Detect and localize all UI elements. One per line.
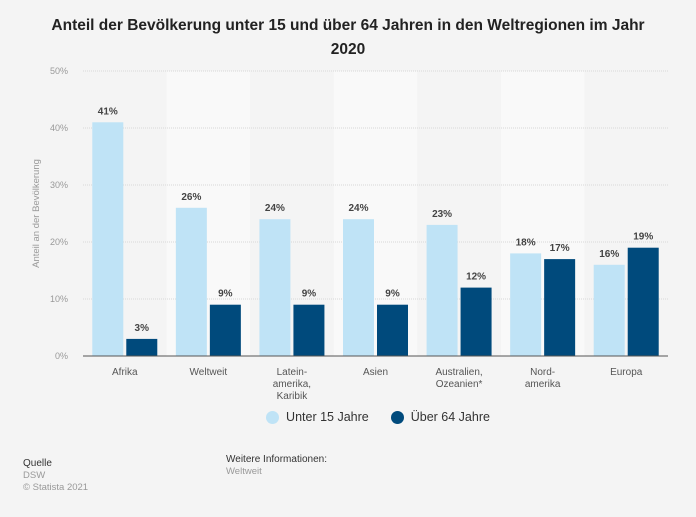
legend-swatch-under-15 bbox=[266, 410, 280, 424]
y-tick-label: 40% bbox=[50, 123, 68, 133]
data-label: 41% bbox=[98, 106, 118, 117]
bar-under-15 bbox=[175, 207, 207, 356]
y-tick-label: 10% bbox=[50, 294, 68, 304]
x-tick-label: Latein-amerika, Karibik bbox=[273, 367, 311, 402]
x-tick-label: Australien, Ozeanien* bbox=[435, 367, 482, 390]
bar-chart: 0% 10% 20% 30% 40% 50% Anteil an der Bevölkeru… bbox=[31, 66, 668, 402]
y-axis-label: Anteil an der Bevölkerung bbox=[31, 159, 42, 268]
x-tick-label-line: Asien bbox=[363, 367, 388, 378]
x-tick-label-line: Weltweit bbox=[190, 367, 228, 378]
legend: Unter 15 Jahre Über 64 Jahre bbox=[0, 410, 696, 424]
data-label: 23% bbox=[432, 209, 452, 220]
bar-under-15 bbox=[593, 264, 625, 356]
x-tick-label: Asien bbox=[363, 367, 388, 378]
bar-over-64 bbox=[293, 304, 325, 356]
bar-over-64 bbox=[377, 304, 408, 356]
x-tick-label-line: Karibik bbox=[277, 391, 309, 402]
legend-item-under-15[interactable]: Unter 15 Jahre bbox=[266, 410, 369, 424]
bar-over-64 bbox=[544, 259, 576, 356]
bar-over-64 bbox=[209, 304, 241, 356]
data-label: 9% bbox=[218, 289, 233, 300]
y-tick-label: 30% bbox=[50, 180, 68, 190]
data-label: 24% bbox=[348, 203, 368, 214]
chart-title: Anteil der Bevölkerung unter 15 und über… bbox=[51, 17, 645, 58]
legend-label-under-15: Unter 15 Jahre bbox=[286, 410, 369, 424]
data-label: 9% bbox=[385, 289, 400, 300]
x-tick-label: Nord-amerika bbox=[525, 367, 561, 390]
data-label: 17% bbox=[550, 243, 570, 254]
source-name[interactable]: DSW bbox=[23, 470, 46, 481]
x-tick-label-line: amerika, bbox=[273, 379, 311, 390]
x-tick-label-line: Latein- bbox=[277, 367, 308, 378]
bar-over-64 bbox=[460, 287, 492, 356]
data-label: 24% bbox=[265, 203, 285, 214]
y-tick-label: 50% bbox=[50, 66, 68, 76]
x-tick-label-line: Afrika bbox=[112, 367, 138, 378]
x-tick-label-line: amerika bbox=[525, 379, 561, 390]
bar-under-15 bbox=[92, 122, 124, 356]
data-label: 18% bbox=[516, 237, 536, 248]
legend-label-over-64: Über 64 Jahre bbox=[410, 410, 490, 424]
bar-over-64 bbox=[627, 247, 659, 356]
x-tick-label: Weltweit bbox=[190, 367, 228, 378]
x-tick-label-line: Ozeanien* bbox=[436, 379, 483, 390]
x-tick-label-line: Nord- bbox=[530, 367, 555, 378]
bar-over-64 bbox=[126, 338, 158, 356]
legend-swatch-over-64 bbox=[390, 410, 404, 424]
x-tick-label-line: Europa bbox=[610, 367, 643, 378]
bar-under-15 bbox=[426, 224, 458, 356]
source-block: Quelle DSW © Statista 2021 bbox=[23, 458, 88, 494]
data-label: 9% bbox=[302, 289, 317, 300]
legend-item-over-64[interactable]: Über 64 Jahre bbox=[390, 410, 490, 424]
y-tick-label: 0% bbox=[55, 351, 68, 361]
bar-under-15 bbox=[510, 253, 542, 356]
bar-under-15 bbox=[259, 219, 291, 356]
data-label: 19% bbox=[633, 232, 653, 243]
copyright: © Statista 2021 bbox=[23, 482, 89, 493]
data-label: 16% bbox=[599, 249, 619, 260]
x-tick-label-line: Australien, bbox=[435, 367, 482, 378]
info-heading: Weitere Informationen: bbox=[226, 454, 327, 465]
y-tick-label: 20% bbox=[50, 237, 68, 247]
info-block: Weitere Informationen: Weltweit bbox=[226, 454, 327, 478]
source-heading: Quelle bbox=[23, 458, 52, 469]
bar-under-15 bbox=[343, 219, 374, 356]
data-label: 12% bbox=[466, 272, 486, 283]
x-tick-label: Europa bbox=[610, 367, 643, 378]
x-tick-label: Afrika bbox=[112, 367, 138, 378]
info-value: Weltweit bbox=[226, 466, 262, 477]
data-label: 3% bbox=[135, 323, 150, 334]
data-label: 26% bbox=[181, 192, 201, 203]
